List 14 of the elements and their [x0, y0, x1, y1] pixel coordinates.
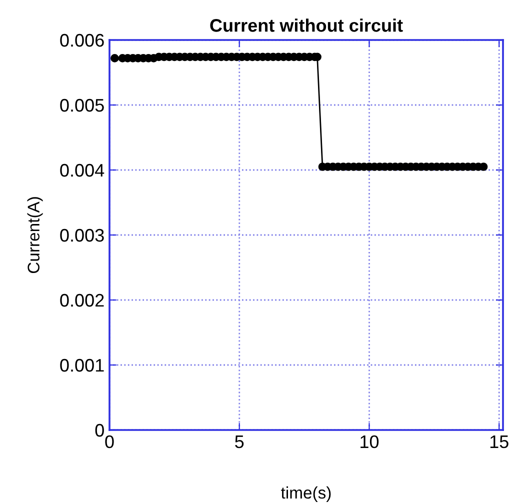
x-tick-label: 5 [235, 436, 244, 448]
x-tick-label: 15 [490, 436, 508, 448]
chart-title: Current without circuit [210, 18, 403, 32]
y-axis-title: Current(A) [27, 197, 43, 274]
x-tick-label: 0 [105, 435, 114, 448]
y-tick-label: 0.004 [60, 164, 104, 177]
y-tick-label: 0 [95, 424, 104, 437]
y-tick-label: 0.001 [60, 358, 104, 372]
y-tick-label: 0.003 [60, 228, 104, 242]
x-tick-label: 10 [360, 435, 379, 448]
y-tick-label: 0.002 [60, 294, 104, 307]
y-tick-label: 0.006 [60, 34, 104, 47]
x-axis-title: time(s) [281, 486, 331, 502]
y-tick-label: 0.005 [60, 98, 104, 112]
